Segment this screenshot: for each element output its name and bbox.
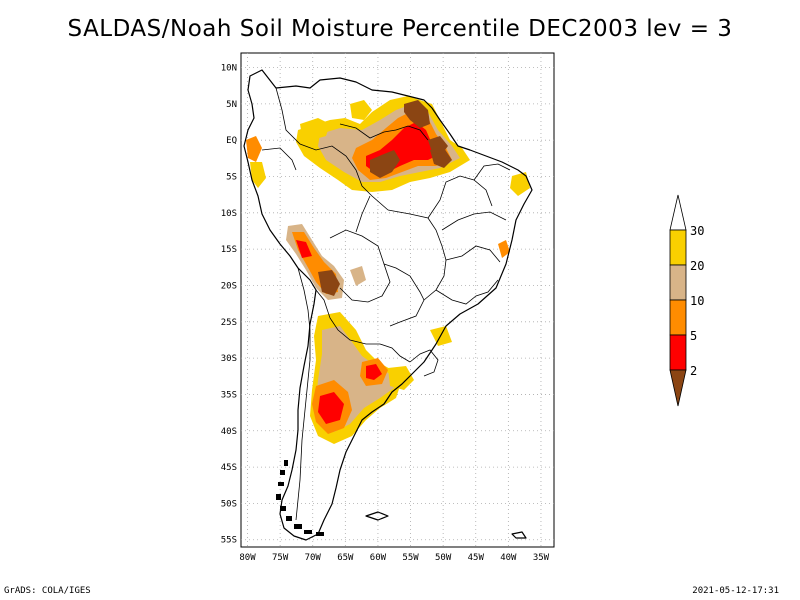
lat-tick-label: 25S [221, 318, 237, 328]
shade-uruguay-yellow [388, 366, 414, 390]
lat-tick-label: 30S [221, 354, 237, 364]
shade-paraguay [350, 266, 366, 286]
lon-tick-label: 60W [370, 553, 387, 563]
country-borders [261, 87, 511, 521]
colorbar-labels: 30 20 10 5 2 [690, 224, 704, 378]
legend-label-2: 2 [690, 364, 697, 378]
lon-tick-label: 75W [272, 553, 289, 563]
lat-tick-label: 45S [221, 463, 237, 473]
colorbar [669, 194, 687, 407]
shade-north-brown-a [370, 150, 400, 178]
lon-tick-label: 80W [239, 553, 256, 563]
lat-tick-label: 20S [221, 281, 237, 291]
lon-tick-label: 70W [305, 553, 322, 563]
shade-north-brown-b [404, 100, 430, 128]
shade-north-brown-c [430, 148, 452, 168]
legend-label-5: 5 [690, 329, 697, 343]
lat-tick-label: 5S [226, 173, 237, 183]
colorbar-20-30 [669, 229, 687, 266]
coastline [243, 69, 533, 541]
lon-tick-label: 35W [533, 553, 550, 563]
lon-tick-label: 55W [402, 553, 419, 563]
legend-label-20: 20 [690, 259, 704, 273]
lat-tick-label: 10S [221, 209, 237, 219]
shade-ecuador-yellow [250, 162, 266, 188]
shade-cordoba-red [366, 364, 382, 380]
shade-colombia-yellow [300, 118, 330, 140]
footer-credit: GrADS: COLA/IGES [4, 586, 91, 596]
footer-timestamp: 2021-05-12-17:31 [692, 586, 779, 596]
lon-tick-label: 40W [500, 553, 517, 563]
shade-ecuador [246, 136, 262, 162]
shade-amapa-brown [428, 136, 448, 154]
legend-label-30: 30 [690, 224, 704, 238]
axis-labels: 80W 75W 70W 65W 60W 55W 50W 45W 40W 35W 10N 5N EQ 5S 1… [221, 64, 550, 563]
lat-tick-label: 50S [221, 499, 237, 509]
legend-label-10: 10 [690, 294, 704, 308]
shade-argentina-red [318, 392, 344, 424]
colorbar-2-5 [669, 334, 687, 371]
lat-tick-label: 55S [221, 536, 237, 546]
lat-tick-label: 35S [221, 390, 237, 400]
colorbar-5-10 [669, 299, 687, 336]
shade-peru-red [296, 240, 312, 258]
lon-tick-label: 65W [337, 553, 354, 563]
colorbar-10-20 [669, 264, 687, 301]
colorbar-top-triangle [669, 194, 687, 231]
shade-venezuela-yellow [350, 100, 372, 120]
colorbar-bottom-triangle [669, 369, 687, 407]
lon-tick-label: 45W [468, 553, 485, 563]
lat-tick-label: 5N [226, 100, 237, 110]
percentile-shading [246, 96, 530, 444]
lat-tick-label: EQ [226, 136, 237, 146]
map-title: SALDAS/Noah Soil Moisture Percentile DEC… [67, 16, 733, 42]
shade-brazil-east [498, 240, 510, 258]
lon-tick-label: 50W [435, 553, 452, 563]
lat-tick-label: 40S [221, 427, 237, 437]
shade-ne-brazil [510, 172, 530, 196]
lat-tick-label: 15S [221, 245, 237, 255]
chile-islands [276, 460, 324, 536]
shade-bolivia-brown [318, 270, 340, 296]
lat-tick-label: 10N [221, 64, 237, 74]
